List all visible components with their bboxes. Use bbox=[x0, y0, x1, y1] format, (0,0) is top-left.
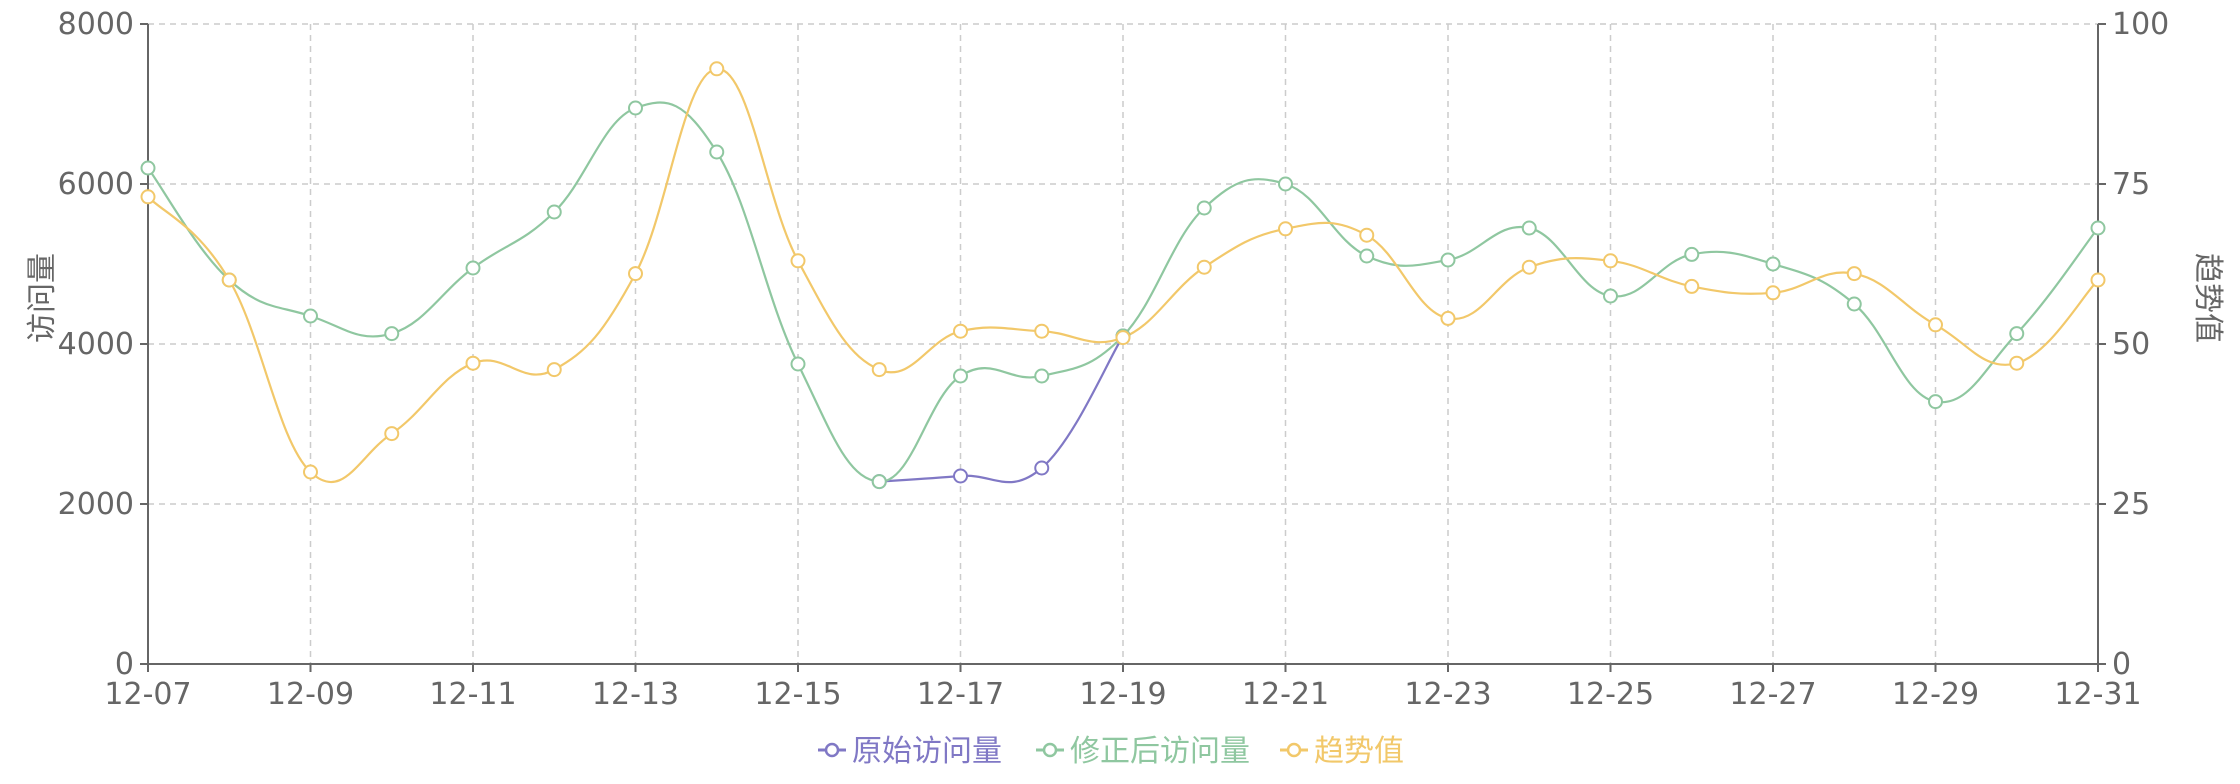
data-point-trend-value[interactable] bbox=[709, 61, 725, 77]
x-tick-label: 12-11 bbox=[429, 677, 516, 712]
data-point-corrected-visits[interactable] bbox=[140, 160, 156, 176]
data-point-corrected-visits[interactable] bbox=[303, 308, 318, 324]
x-tick-label: 12-25 bbox=[1567, 677, 1654, 712]
data-point-corrected-visits[interactable] bbox=[709, 144, 725, 160]
legend-label: 修正后访问量 bbox=[1070, 734, 1250, 769]
y-tick-label-left: 6000 bbox=[58, 167, 134, 202]
data-point-corrected-visits[interactable] bbox=[384, 326, 400, 342]
x-tick-label: 12-09 bbox=[267, 677, 354, 712]
data-point-trend-value[interactable] bbox=[1278, 221, 1293, 237]
data-point-trend-value[interactable] bbox=[1440, 310, 1456, 326]
legend[interactable]: 原始访问量 修正后访问量 趋势值 bbox=[818, 734, 1404, 769]
data-point-original-visits[interactable] bbox=[953, 468, 968, 484]
grid-lines bbox=[148, 23, 2098, 664]
data-point-corrected-visits[interactable] bbox=[546, 204, 562, 220]
legend-label: 趋势值 bbox=[1314, 734, 1404, 769]
data-point-corrected-visits[interactable] bbox=[953, 368, 968, 384]
legend-label: 原始访问量 bbox=[852, 734, 1002, 769]
data-point-trend-value[interactable] bbox=[1359, 227, 1375, 243]
data-point-trend-value[interactable] bbox=[1684, 278, 1700, 294]
x-tick-label: 12-13 bbox=[592, 677, 679, 712]
data-point-trend-value[interactable] bbox=[1521, 259, 1537, 275]
data-point-trend-value[interactable] bbox=[465, 355, 481, 371]
y-axis-left-title: 访问量 bbox=[25, 253, 60, 343]
y-tick-label-left: 4000 bbox=[58, 327, 134, 362]
data-point-corrected-visits[interactable] bbox=[628, 100, 643, 116]
data-point-corrected-visits[interactable] bbox=[1278, 176, 1293, 192]
legend-item-original-visits[interactable]: 原始访问量 bbox=[818, 734, 1002, 769]
data-point-corrected-visits[interactable] bbox=[1684, 246, 1700, 262]
data-point-corrected-visits[interactable] bbox=[2090, 220, 2106, 236]
data-point-trend-value[interactable] bbox=[871, 362, 887, 378]
data-point-original-visits[interactable] bbox=[1034, 460, 1050, 476]
y-tick-label-left: 8000 bbox=[58, 7, 134, 42]
y-tick-label-right: 100 bbox=[2112, 7, 2169, 42]
data-point-trend-value[interactable] bbox=[303, 464, 318, 480]
x-tick-label: 12-17 bbox=[917, 677, 1004, 712]
data-point-trend-value[interactable] bbox=[140, 189, 156, 205]
data-point-trend-value[interactable] bbox=[1115, 330, 1131, 346]
data-point-corrected-visits[interactable] bbox=[1440, 252, 1456, 268]
legend-circle-icon bbox=[1286, 742, 1302, 758]
data-point-trend-value[interactable] bbox=[2090, 272, 2106, 288]
series-line-original-visits bbox=[879, 335, 1124, 484]
x-tick-label: 12-21 bbox=[1242, 677, 1329, 712]
data-point-trend-value[interactable] bbox=[1196, 259, 1212, 275]
x-tick-label: 12-29 bbox=[1892, 677, 1979, 712]
y-tick-label-right: 50 bbox=[2112, 327, 2150, 362]
data-point-trend-value[interactable] bbox=[628, 266, 643, 282]
data-point-trend-value[interactable] bbox=[1928, 317, 1943, 333]
x-tick-label: 12-23 bbox=[1404, 677, 1491, 712]
data-point-trend-value[interactable] bbox=[1603, 253, 1618, 269]
x-tick-label: 12-31 bbox=[2054, 677, 2141, 712]
data-point-corrected-visits[interactable] bbox=[465, 260, 481, 276]
y-tick-label-left: 0 bbox=[115, 647, 134, 682]
data-point-trend-value[interactable] bbox=[790, 253, 806, 269]
y-tick-label-right: 75 bbox=[2112, 167, 2150, 202]
data-point-corrected-visits[interactable] bbox=[1521, 220, 1537, 236]
legend-item-corrected-visits[interactable]: 修正后访问量 bbox=[1036, 734, 1250, 769]
data-point-trend-value[interactable] bbox=[1034, 323, 1050, 339]
tick-labels: 0 2000 4000 6000 8000 0 25 50 75 100 12-07 12-09 12-… bbox=[58, 7, 2170, 712]
legend-circle-icon bbox=[1042, 742, 1058, 758]
y-tick-label-right: 25 bbox=[2112, 487, 2150, 522]
data-point-trend-value[interactable] bbox=[1846, 266, 1862, 282]
data-point-corrected-visits[interactable] bbox=[1359, 248, 1375, 264]
series-points bbox=[140, 61, 2106, 490]
data-point-trend-value[interactable] bbox=[221, 272, 237, 288]
x-tick-label: 12-19 bbox=[1079, 677, 1166, 712]
data-point-corrected-visits[interactable] bbox=[1846, 296, 1862, 312]
data-point-trend-value[interactable] bbox=[953, 323, 968, 339]
data-point-trend-value[interactable] bbox=[384, 426, 400, 442]
data-point-corrected-visits[interactable] bbox=[1034, 368, 1050, 384]
data-point-corrected-visits[interactable] bbox=[871, 474, 887, 490]
y-tick-label-left: 2000 bbox=[58, 487, 134, 522]
x-tick-label: 12-15 bbox=[754, 677, 841, 712]
data-point-trend-value[interactable] bbox=[2009, 355, 2025, 371]
data-point-trend-value[interactable] bbox=[546, 362, 562, 378]
y-axis-right-title: 趋势值 bbox=[2190, 253, 2225, 343]
data-point-corrected-visits[interactable] bbox=[1928, 394, 1943, 410]
data-point-corrected-visits[interactable] bbox=[2009, 326, 2025, 342]
data-point-corrected-visits[interactable] bbox=[790, 356, 806, 372]
data-point-corrected-visits[interactable] bbox=[1196, 200, 1212, 216]
data-point-trend-value[interactable] bbox=[1765, 285, 1781, 301]
data-point-corrected-visits[interactable] bbox=[1765, 256, 1781, 272]
series-line-trend-value bbox=[147, 67, 2099, 484]
x-tick-label: 12-07 bbox=[104, 677, 191, 712]
y-tick-label-right: 0 bbox=[2112, 647, 2131, 682]
x-tick-label: 12-27 bbox=[1729, 677, 1816, 712]
legend-circle-icon bbox=[824, 742, 840, 758]
legend-item-trend-value[interactable]: 趋势值 bbox=[1280, 734, 1404, 769]
data-point-corrected-visits[interactable] bbox=[1603, 288, 1618, 304]
